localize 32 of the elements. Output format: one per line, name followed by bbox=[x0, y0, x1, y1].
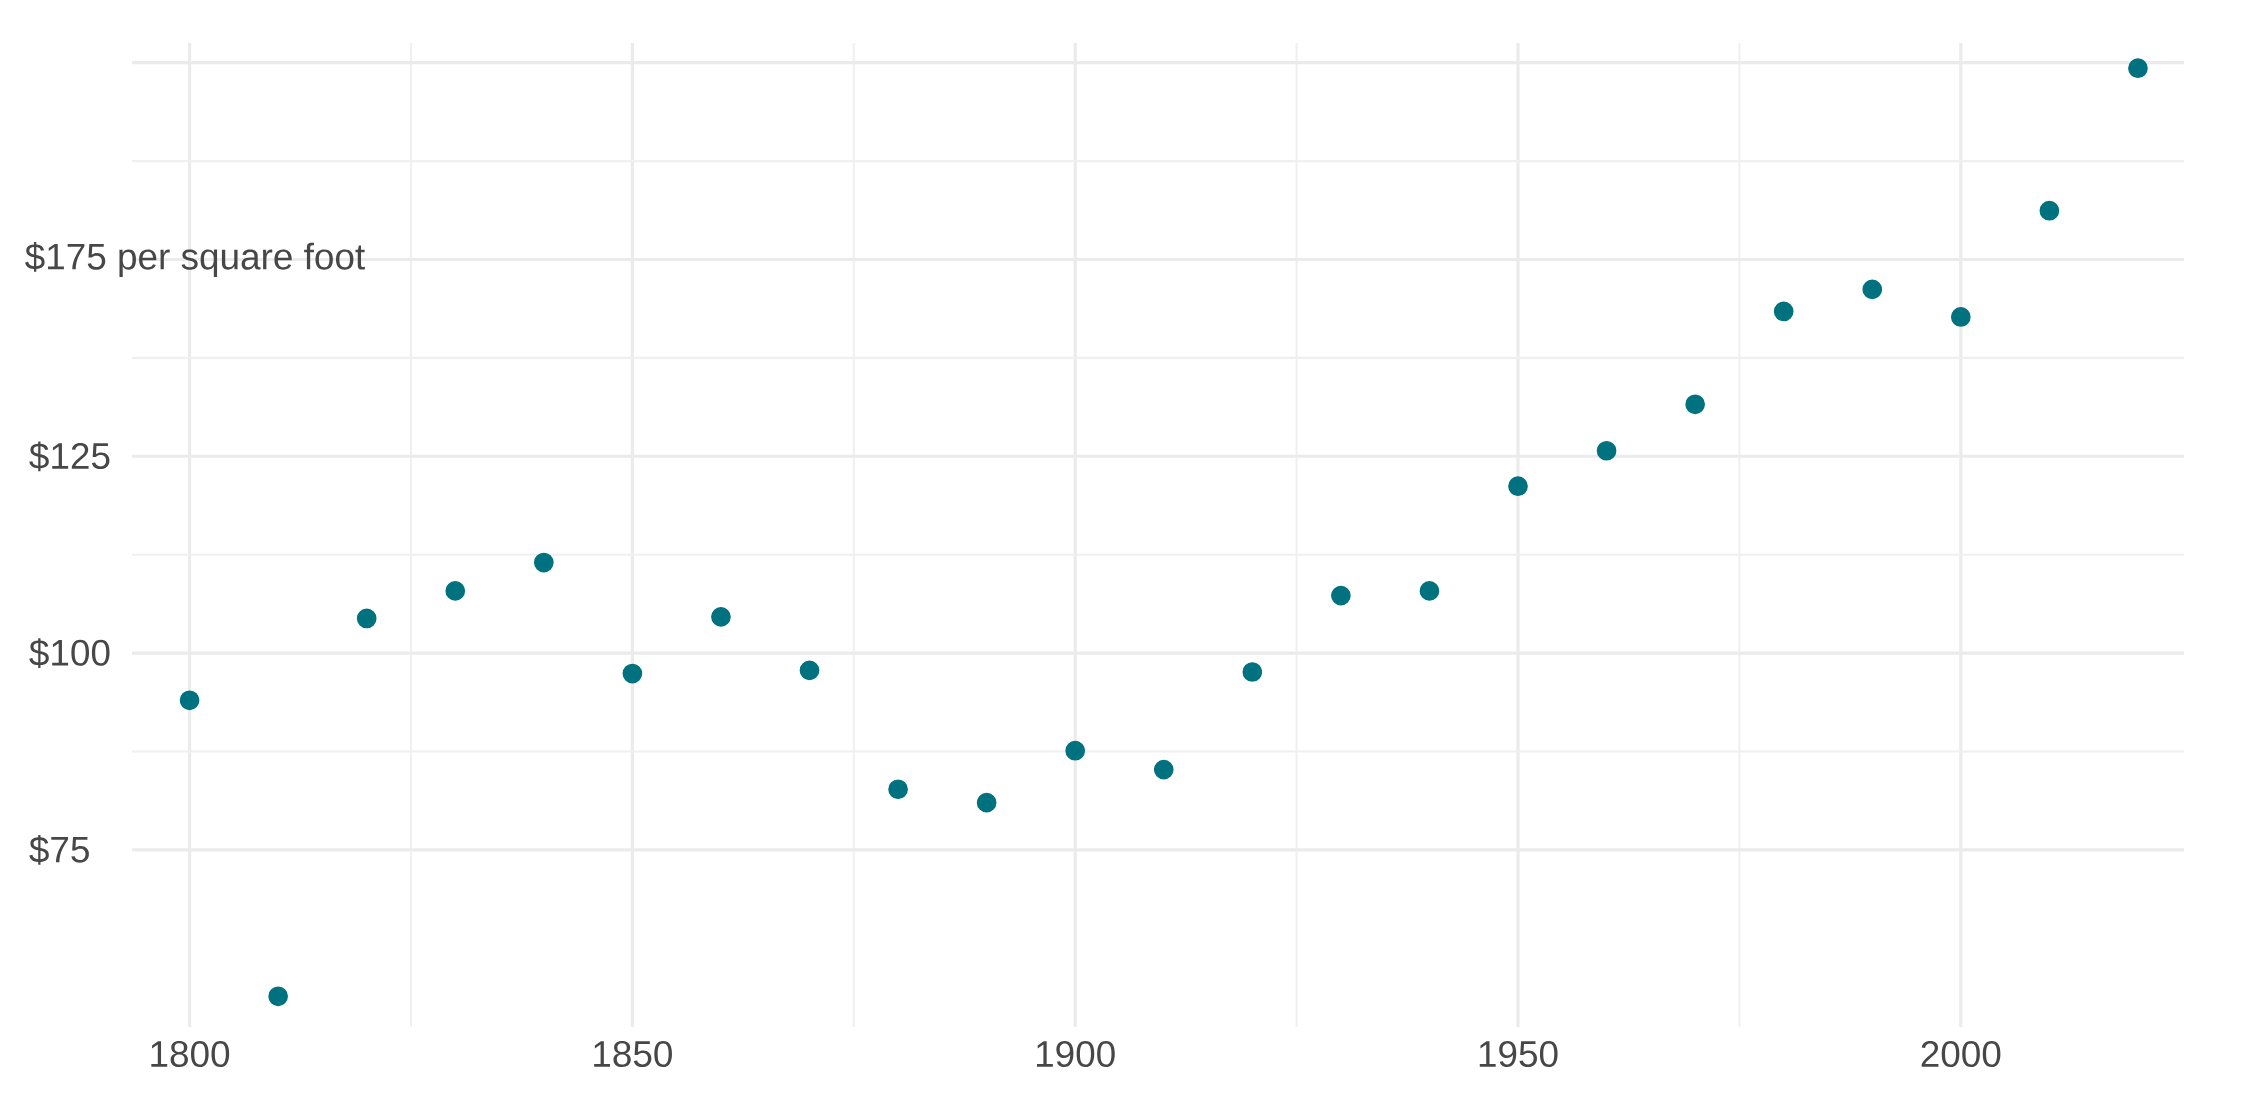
point bbox=[1950, 307, 1971, 327]
point bbox=[356, 608, 377, 629]
point bbox=[711, 607, 731, 627]
point bbox=[1065, 740, 1086, 761]
point bbox=[268, 986, 288, 1007]
point bbox=[799, 660, 820, 681]
point bbox=[1331, 585, 1351, 606]
point bbox=[1862, 279, 1883, 300]
point bbox=[1242, 662, 1263, 682]
y-tick-label: $125 bbox=[29, 441, 110, 472]
point bbox=[1153, 759, 1174, 780]
point bbox=[445, 581, 466, 601]
point bbox=[1596, 440, 1617, 461]
point bbox=[1773, 301, 1794, 322]
point bbox=[1508, 476, 1528, 497]
x-tick-label: 1800 bbox=[151, 1040, 230, 1068]
point bbox=[1419, 581, 1440, 601]
x-tick-label: 1850 bbox=[594, 1040, 672, 1068]
point bbox=[1685, 394, 1705, 415]
point bbox=[179, 690, 200, 711]
annotation: $175 per square foot bbox=[25, 242, 365, 277]
point bbox=[533, 552, 554, 573]
x-tick-label: 1950 bbox=[1479, 1040, 1558, 1068]
point bbox=[976, 792, 997, 813]
point bbox=[888, 779, 908, 800]
x-tick-label: 2000 bbox=[1921, 1040, 2001, 1068]
x-tick-label: 1900 bbox=[1036, 1040, 1115, 1068]
point bbox=[622, 663, 643, 684]
y-tick-label: $75 bbox=[29, 834, 89, 865]
point bbox=[2039, 200, 2060, 221]
y-tick-label: $100 bbox=[29, 638, 110, 668]
point bbox=[2128, 58, 2148, 79]
